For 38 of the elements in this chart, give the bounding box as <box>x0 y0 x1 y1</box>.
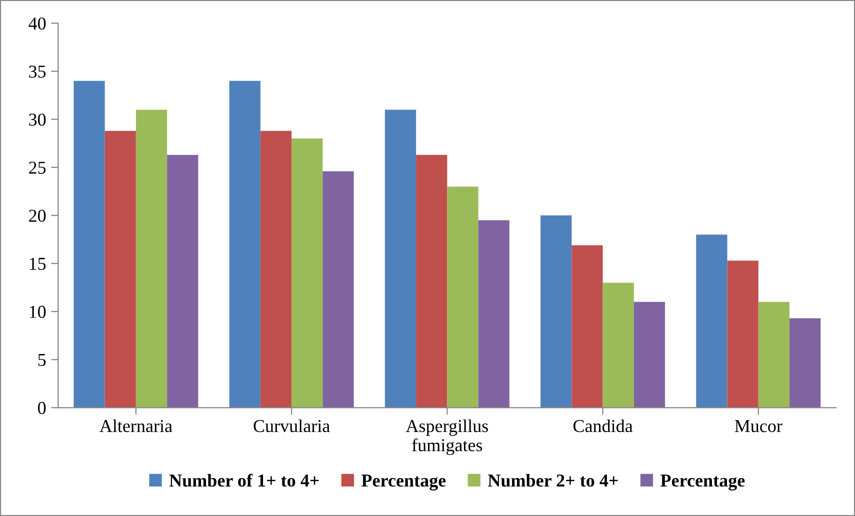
legend-label: Number of 1+ to 4+ <box>169 474 319 487</box>
y-tick-label: 5 <box>38 354 46 366</box>
bar <box>790 318 821 408</box>
bar <box>634 302 666 408</box>
bar <box>260 130 292 408</box>
bar <box>540 215 572 408</box>
x-tick-label: Mucor <box>734 420 782 432</box>
bar <box>104 130 136 408</box>
bar <box>758 302 790 408</box>
y-tick-label: 0 <box>38 402 46 414</box>
bar <box>572 245 603 408</box>
bar <box>292 138 323 408</box>
x-tick-label: Curvularia <box>254 419 330 432</box>
bar <box>136 110 168 408</box>
x-tick-label: Alternaria <box>100 419 172 432</box>
bar <box>727 260 758 408</box>
bar <box>74 80 105 408</box>
y-tick-label: 40 <box>28 17 46 30</box>
x-tick-label: Aspergillus fumigates <box>406 419 488 456</box>
y-tick-label: 10 <box>30 306 46 318</box>
bar <box>447 186 478 408</box>
x-tick-label: Candida <box>573 419 633 432</box>
y-tick-label: 20 <box>29 210 46 222</box>
bar <box>416 154 448 408</box>
legend-label: Number 2+ to 4+ <box>488 474 618 487</box>
y-tick-label: 30 <box>29 114 46 126</box>
bar <box>322 171 354 408</box>
legend-label: Percentage <box>362 474 446 490</box>
bar <box>696 234 728 408</box>
bar <box>167 154 198 408</box>
y-tick-label: 25 <box>29 162 46 174</box>
legend-label: Percentage <box>660 474 745 490</box>
y-tick-label: 15 <box>30 258 46 270</box>
bar <box>478 220 510 408</box>
bar <box>384 110 416 408</box>
bar <box>229 80 260 408</box>
bar <box>602 282 634 408</box>
y-tick-label: 35 <box>29 66 46 78</box>
